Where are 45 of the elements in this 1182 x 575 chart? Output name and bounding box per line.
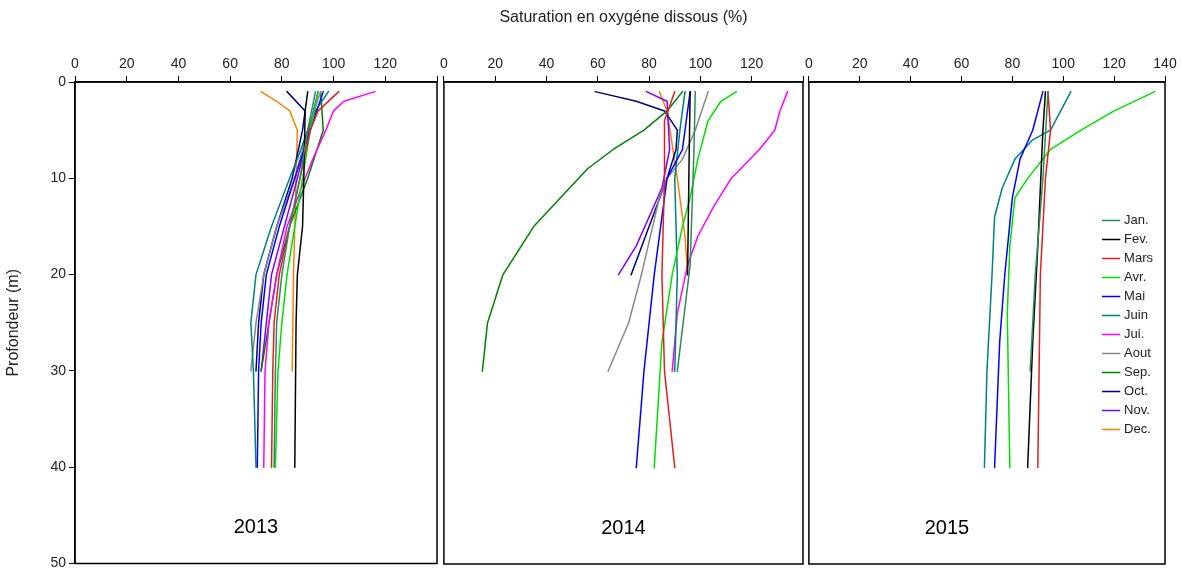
annotation: 2013	[233, 515, 279, 538]
annotation: 2014	[601, 515, 646, 538]
legend-label: Mai	[1124, 288, 1146, 304]
legend-label: Jui.	[1124, 326, 1145, 342]
legend-label: Fev.	[1124, 231, 1149, 247]
x-tick-label: 100	[1051, 55, 1076, 72]
x-tick-label: 40	[170, 55, 187, 72]
x-tick-label: 20	[118, 55, 135, 72]
y-tick-label: 30	[50, 361, 67, 378]
x-tick-label: 40	[538, 55, 555, 72]
x-tick-label: 100	[688, 55, 713, 72]
y-tick-label: 50	[50, 554, 67, 571]
legend-label: Oct.	[1124, 383, 1148, 399]
x-tick-label: 20	[851, 55, 868, 72]
x-tick-label: 80	[641, 55, 658, 72]
legend-label: Sep.	[1124, 364, 1151, 380]
annotation: 2015	[924, 515, 970, 538]
x-tick-label: 0	[804, 55, 813, 72]
x-tick-label: 120	[373, 55, 398, 72]
x-tick-label: 40	[902, 55, 919, 72]
x-tick-label: 80	[274, 55, 290, 72]
x-tick-label: 60	[953, 55, 970, 72]
x-tick-label: 100	[321, 55, 346, 72]
x-tick-label: 120	[1102, 55, 1127, 72]
x-tick-label: 20	[487, 55, 504, 72]
y-tick-label: 40	[50, 458, 67, 475]
x-tick-label: 60	[222, 55, 239, 72]
x-tick-label: 0	[439, 55, 448, 72]
x-tick-label: 120	[740, 55, 764, 72]
x-tick-label: 80	[1004, 55, 1021, 72]
legend-label: Nov.	[1124, 402, 1150, 418]
y-tick-label: 20	[50, 265, 67, 282]
x-tick-label: 140	[1153, 55, 1177, 72]
legend-label: Dec.	[1124, 421, 1151, 437]
x-tick-label: 60	[590, 55, 606, 72]
legend-label: Avr.	[1124, 269, 1147, 285]
x-axis-title: Saturation en oxygéne dissous (%)	[499, 8, 748, 26]
legend-label: Jan.	[1124, 212, 1149, 228]
y-tick-label: 0	[58, 72, 67, 89]
x-tick-label: 0	[71, 55, 80, 72]
legend-label: Juin	[1124, 307, 1148, 323]
y-axis-title: Profondeur (m)	[4, 269, 22, 377]
legend-label: Mars	[1124, 250, 1154, 266]
legend-label: Aout	[1124, 345, 1152, 361]
y-tick-label: 10	[50, 169, 67, 186]
